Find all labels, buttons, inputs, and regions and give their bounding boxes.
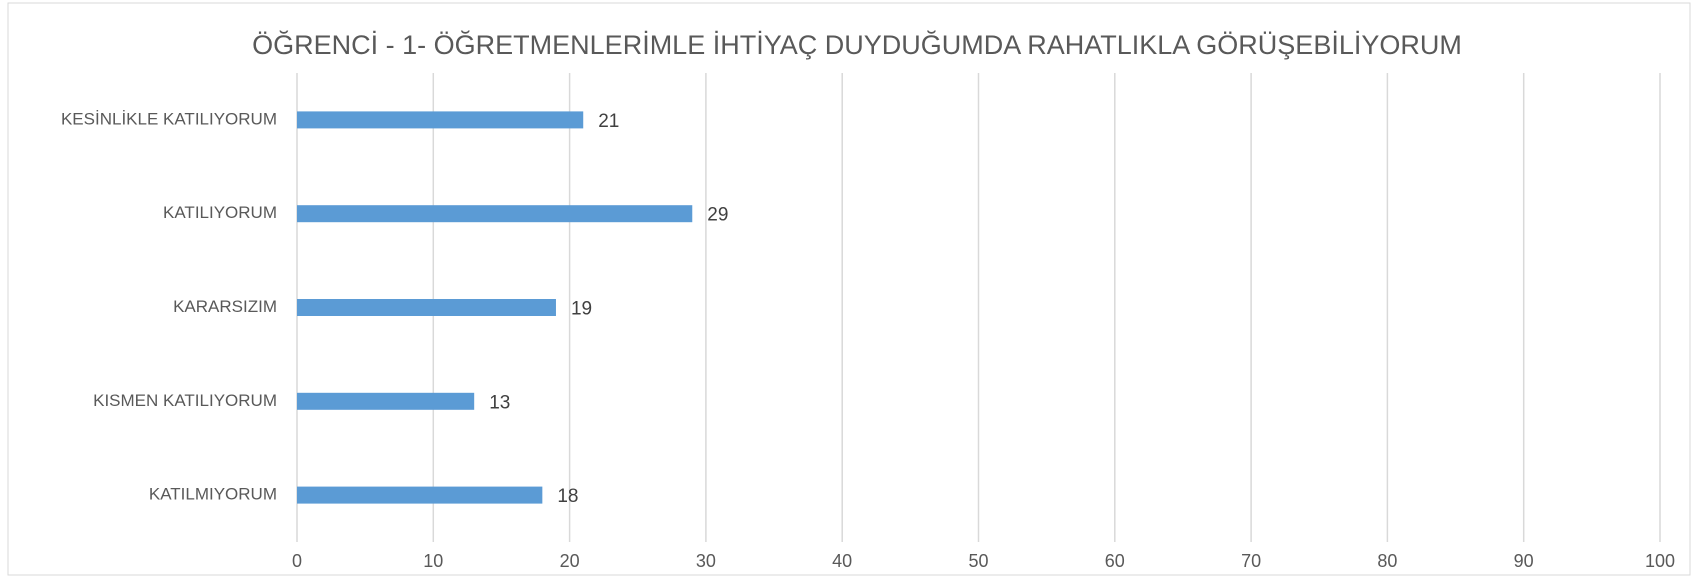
x-tick-label: 0 <box>292 551 302 571</box>
data-label: 13 <box>489 392 510 413</box>
y-tick-label: KISMEN KATILIYORUM <box>93 391 277 410</box>
x-tick-label: 20 <box>560 551 580 571</box>
bar <box>297 299 556 316</box>
x-tick-label: 70 <box>1241 551 1261 571</box>
x-tick-label: 80 <box>1377 551 1397 571</box>
x-tick-label: 30 <box>696 551 716 571</box>
data-label: 29 <box>707 205 728 226</box>
y-tick-label: KATILMIYORUM <box>149 485 277 504</box>
y-tick-label: KARARSIZIM <box>173 297 277 316</box>
data-label: 19 <box>571 299 592 320</box>
bar <box>297 111 584 129</box>
bar <box>297 486 543 504</box>
x-tick-label: 60 <box>1105 551 1125 571</box>
x-tick-label: 40 <box>832 551 852 571</box>
bar <box>297 392 475 410</box>
y-tick-label: KATILIYORUM <box>163 203 277 222</box>
x-tick-label: 50 <box>968 551 988 571</box>
bar <box>297 205 693 223</box>
data-label: 18 <box>557 486 578 507</box>
data-label: 21 <box>598 111 619 132</box>
chart-border <box>7 2 1691 576</box>
y-tick-label: KESİNLİKLE KATILIYORUM <box>61 109 277 128</box>
x-tick-label: 90 <box>1514 551 1534 571</box>
x-tick-label: 10 <box>423 551 443 571</box>
x-tick-label: 100 <box>1645 551 1675 571</box>
chart-title: ÖĞRENCİ - 1- ÖĞRETMENLERİMLE İHTİYAÇ DUY… <box>252 29 1462 60</box>
